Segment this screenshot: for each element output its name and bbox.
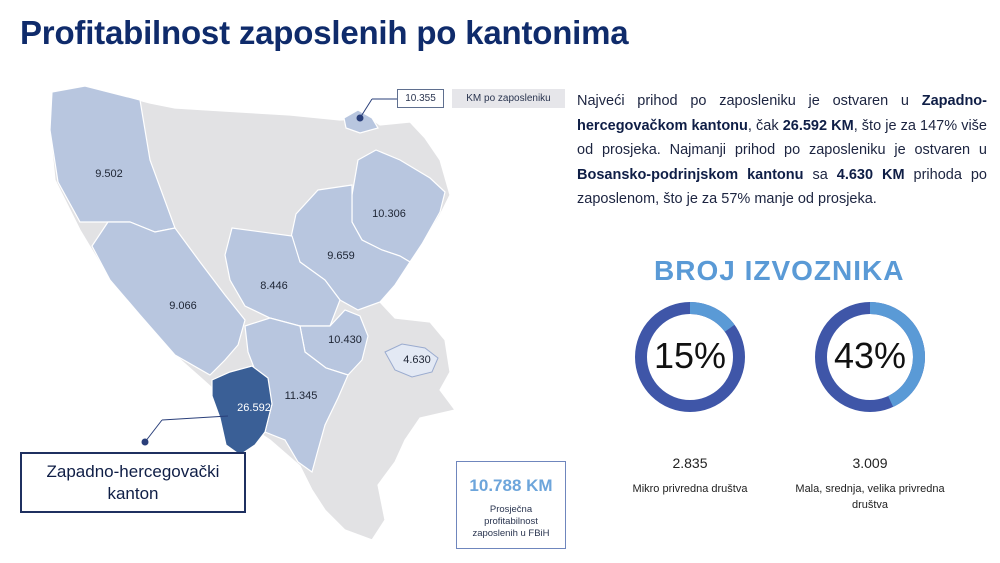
description-paragraph: Najveći prihod po zaposleniku je ostvare…	[577, 89, 987, 212]
description-highlight: Zapadno-hercegovačkom kantonu	[577, 93, 987, 134]
description-text: , čak	[747, 117, 783, 134]
description-text: sa	[803, 166, 837, 183]
canton-west-herzegovina	[211, 365, 273, 456]
exporter-count-sme-large: 3.009	[852, 455, 888, 471]
callout-line-1: Zapadno-hercegovački	[46, 462, 220, 481]
map-legend-label: KM po zaposleniku	[452, 89, 565, 108]
value-zenica-doboj: 9.659	[327, 250, 355, 262]
callout-marker	[141, 438, 149, 446]
donut-micro: 15%	[634, 301, 746, 413]
legend-marker	[356, 114, 364, 122]
exporters-title: BROJ IZVOZNIKA	[654, 255, 905, 286]
value-tuzla: 10.306	[372, 208, 406, 220]
map-graphic	[49, 85, 457, 541]
canton-posavina	[343, 109, 379, 134]
canton-map: 9.502 10.306 9.659 8.446 9.066 10.430 4.…	[49, 85, 457, 541]
page-title: Profitabilnost zaposlenih po kantonima	[20, 14, 629, 51]
average-caption: Prosječna profitabilnost zaposlenih u FB…	[472, 504, 550, 539]
donut-segment	[815, 302, 925, 412]
donut-ring	[635, 302, 745, 412]
donut-ring	[815, 302, 925, 412]
average-box: 10.788 KM Prosječna profitabilnost zapos…	[456, 461, 566, 549]
canton-bosnian-podrinje	[384, 343, 439, 378]
highlight-callout: Zapadno-hercegovački kanton	[20, 452, 246, 513]
value-canton-10: 9.066	[169, 300, 197, 312]
average-value: 10.788 KM	[469, 476, 553, 495]
map-legend-value: 10.355	[397, 89, 444, 108]
value-west-herzegovina: 26.592	[237, 402, 271, 414]
description-highlight: 26.592 KM	[782, 117, 854, 134]
description-text: , što je za 147% više od prosjeka. Najma…	[577, 117, 987, 159]
donut-segment	[635, 302, 745, 412]
exporter-label-micro: Mikro privredna društva	[632, 483, 748, 495]
callout-line-2: kanton	[107, 484, 159, 503]
description-highlight: Bosansko-podrinjskom kantonu	[577, 166, 804, 183]
value-herzegovina-neretva: 11.345	[284, 390, 318, 402]
description-text: Najveći prihod po zaposleniku je ostvare…	[577, 93, 922, 109]
donut-percent: 43%	[833, 335, 907, 376]
exporter-label-sme-large: Mala, srednja, velika privredna društva	[795, 483, 945, 511]
callout-connector	[144, 419, 163, 443]
donut-percent: 15%	[653, 335, 727, 376]
description-highlight: 4.630 KM	[836, 166, 905, 183]
value-sarajevo: 10.430	[328, 334, 362, 346]
exporter-count-micro: 2.835	[672, 455, 708, 471]
value-central-bosnia: 8.446	[260, 280, 288, 292]
value-una-sana: 9.502	[95, 168, 123, 180]
donut-sme-large: 43%	[814, 301, 926, 413]
description-text: prihoda po zaposlenom, što je za 57% man…	[577, 166, 987, 208]
legend-connector	[359, 98, 373, 119]
canton-canton-10	[91, 221, 246, 376]
value-bosnian-podrinje: 4.630	[403, 354, 431, 366]
callout-connector-2	[161, 415, 229, 421]
